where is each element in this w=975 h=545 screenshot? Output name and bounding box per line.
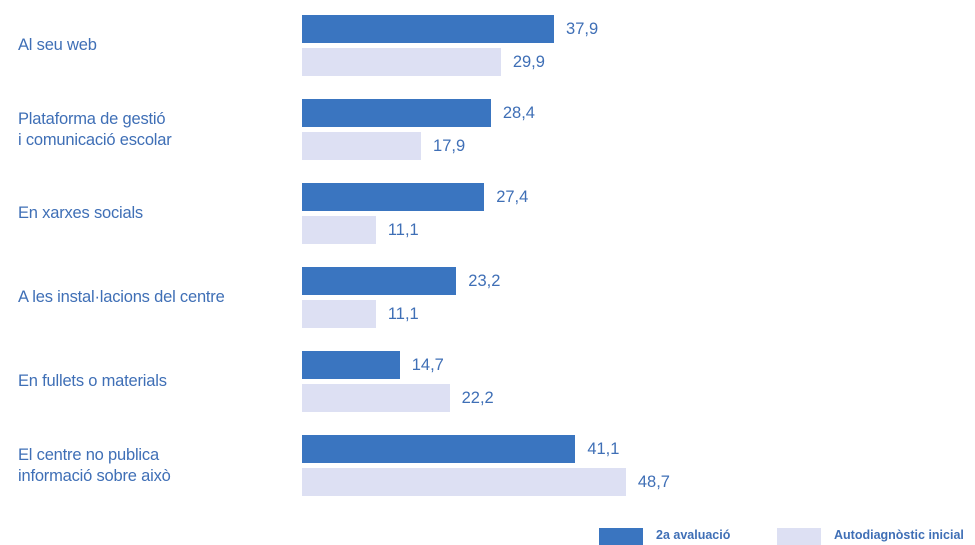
value-label: 23,2 [468,272,501,290]
category-label: En xarxes socials [18,203,288,224]
value-label: 37,9 [566,20,599,38]
legend-swatch [599,528,643,545]
category-label: Al seu web [18,35,288,56]
bar-second-evaluation [302,99,491,127]
value-label: 17,9 [433,137,466,155]
category-label-line: El centre no publica [18,445,159,464]
category-label-line: En fullets o materials [18,372,167,390]
category-label: Plataforma de gestió i comunicació escola… [18,109,288,151]
value-label: 14,7 [411,356,444,374]
category-label: En fullets o materials [18,371,288,392]
category-label: A les instal·lacions del centre [18,287,288,308]
bar-initial-self-assessment [302,300,376,328]
value-label: 48,7 [637,473,670,491]
value-label: 29,9 [512,53,545,71]
bar-initial-self-assessment [302,132,422,160]
bar-initial-self-assessment [302,48,501,76]
bar-second-evaluation [302,351,400,379]
bar-initial-self-assessment [302,384,450,412]
value-label: 22,2 [461,389,494,407]
category-label-line: i comunicació escolar [18,130,172,149]
value-label: 41,1 [587,440,620,458]
legend-label: Autodiagnòstic inicial [834,528,964,542]
category-label-line: Al seu web [18,36,97,54]
legend-swatch [777,528,821,545]
category-label-line: Plataforma de gestió [18,109,166,128]
bar-second-evaluation [302,183,485,211]
bar-initial-self-assessment [302,216,376,244]
bar-second-evaluation [302,435,576,463]
value-label: 11,1 [387,221,419,239]
category-label: El centre no publica informació sobre aix… [18,445,288,487]
bar-initial-self-assessment [302,468,626,496]
legend-label: 2a avaluació [656,528,731,542]
value-label: 28,4 [502,104,535,122]
category-label-line: A les instal·lacions del centre [18,288,225,306]
value-label: 11,1 [387,305,419,323]
category-label-line: En xarxes socials [18,204,143,222]
bar-second-evaluation [302,15,555,43]
category-label-line: informació sobre això [18,466,171,485]
value-label: 27,4 [496,188,529,206]
bar-second-evaluation [302,267,457,295]
